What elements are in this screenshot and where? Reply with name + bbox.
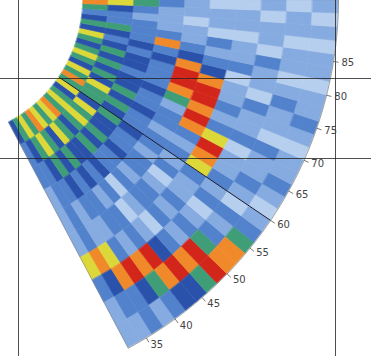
svg-text:75: 75 [324,125,337,136]
svg-text:85: 85 [341,57,354,68]
svg-text:80: 80 [334,91,347,102]
svg-text:40: 40 [180,320,193,331]
svg-text:60: 60 [277,219,290,230]
svg-text:35: 35 [150,339,163,350]
svg-text:55: 55 [256,247,269,258]
svg-text:45: 45 [207,298,220,309]
svg-text:70: 70 [311,158,324,169]
svg-text:50: 50 [233,274,246,285]
svg-text:65: 65 [296,189,309,200]
